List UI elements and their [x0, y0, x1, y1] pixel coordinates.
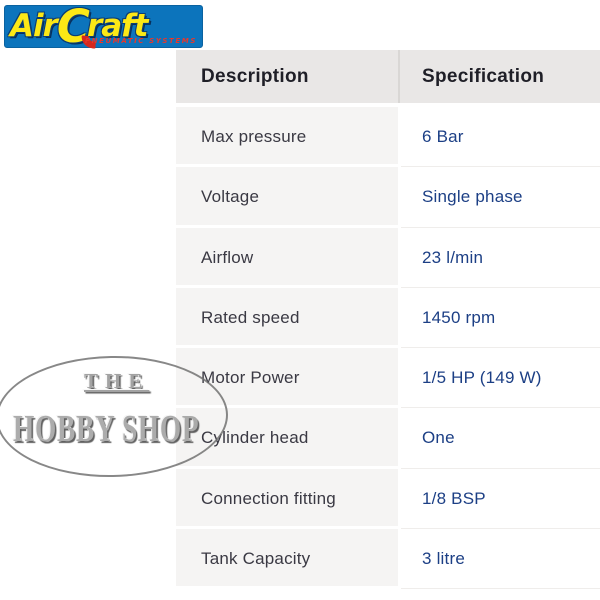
- logo-text-air: Air: [10, 8, 58, 44]
- table-row: Max pressure 6 Bar: [176, 107, 600, 168]
- column-divider: [398, 287, 401, 348]
- table-row: Tank Capacity 3 litre: [176, 528, 600, 589]
- header-description: Description: [176, 50, 398, 103]
- column-divider: [398, 468, 401, 529]
- header-specification: Specification: [401, 50, 600, 103]
- row-label: Rated speed: [176, 287, 398, 348]
- table-row: Connection fitting 1/8 BSP: [176, 468, 600, 529]
- row-label: Connection fitting: [176, 468, 398, 529]
- table-body: Max pressure 6 Bar Voltage Single phase Airf…: [176, 107, 600, 589]
- column-divider: [398, 50, 401, 103]
- row-label: Airflow: [176, 227, 398, 288]
- row-label: Tank Capacity: [176, 528, 398, 589]
- stamp-text-hobby-shop: HOBBY SHOP: [13, 408, 200, 450]
- column-divider: [398, 408, 401, 469]
- row-value: 23 l/min: [401, 227, 600, 288]
- row-value: 1450 rpm: [401, 287, 600, 348]
- logo-tagline: PNEUMATIC SYSTEMS: [84, 37, 197, 45]
- row-value: 6 Bar: [401, 107, 600, 168]
- table-row: Rated speed 1450 rpm: [176, 287, 600, 348]
- column-divider: [398, 227, 401, 288]
- row-value: 1/5 HP (149 W): [401, 348, 600, 409]
- row-label: Motor Power: [176, 348, 398, 409]
- column-divider: [398, 167, 401, 228]
- row-value: 3 litre: [401, 528, 600, 589]
- spec-table: Description Specification Max pressure 6 …: [176, 50, 600, 589]
- column-divider: [398, 528, 401, 589]
- table-row: Motor Power 1/5 HP (149 W): [176, 348, 600, 409]
- table-row: Voltage Single phase: [176, 167, 600, 228]
- row-label: Cylinder head: [176, 408, 398, 469]
- table-row: Airflow 23 l/min: [176, 227, 600, 288]
- row-value: 1/8 BSP: [401, 468, 600, 529]
- row-label: Max pressure: [176, 107, 398, 168]
- row-value: One: [401, 408, 600, 469]
- aircraft-logo-wordmark: Air C raft: [10, 0, 149, 53]
- column-divider: [398, 348, 401, 409]
- logo-text-c: C: [56, 0, 90, 53]
- row-value: Single phase: [401, 167, 600, 228]
- row-label: Voltage: [176, 167, 398, 228]
- table-row: Cylinder head One: [176, 408, 600, 469]
- table-header-row: Description Specification: [176, 50, 600, 103]
- stamp-text-the: THE: [84, 369, 150, 393]
- logo-text-raft: raft: [86, 8, 149, 44]
- aircraft-logo: Air C raft PNEUMATIC SYSTEMS: [4, 0, 203, 53]
- column-divider: [398, 107, 401, 168]
